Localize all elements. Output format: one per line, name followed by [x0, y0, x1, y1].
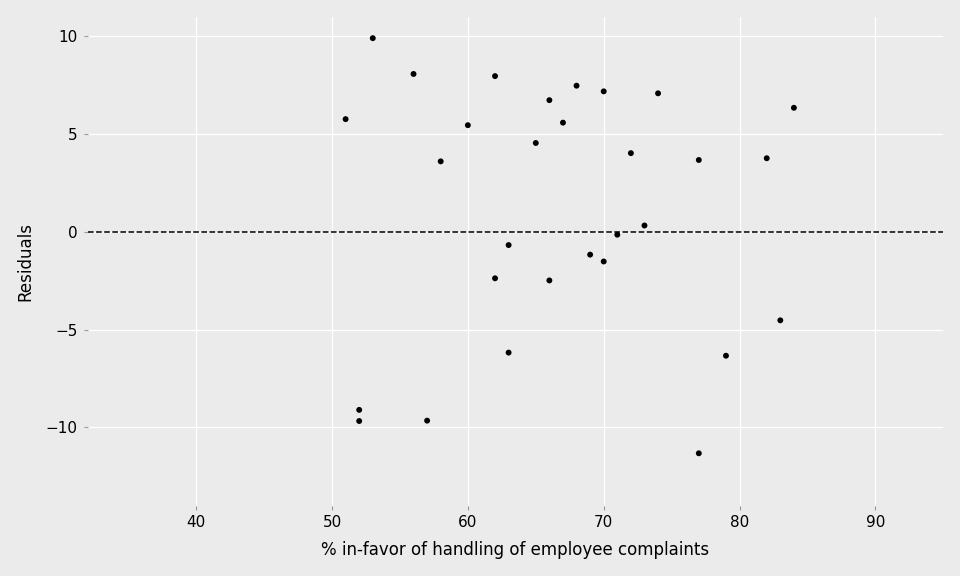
Point [351, 406, 367, 415]
Point [583, 250, 598, 259]
Point [460, 120, 475, 130]
Point [406, 69, 421, 78]
Point [541, 96, 557, 105]
Point [528, 138, 543, 147]
Point [786, 103, 802, 112]
Point [420, 416, 435, 425]
Point [718, 351, 733, 361]
Point [501, 348, 516, 357]
Point [610, 230, 625, 239]
Point [691, 156, 707, 165]
Point [488, 274, 503, 283]
Point [691, 449, 707, 458]
Point [541, 276, 557, 285]
Point [433, 157, 448, 166]
Point [351, 416, 367, 426]
Point [623, 149, 638, 158]
Point [596, 257, 612, 266]
Point [596, 87, 612, 96]
Point [759, 154, 775, 163]
Point [365, 33, 380, 43]
Point [650, 89, 665, 98]
Point [338, 115, 353, 124]
Point [555, 118, 570, 127]
X-axis label: % in-favor of handling of employee complaints: % in-favor of handling of employee compl… [322, 541, 709, 559]
Point [569, 81, 585, 90]
Y-axis label: Residuals: Residuals [16, 222, 35, 301]
Point [636, 221, 652, 230]
Point [488, 71, 503, 81]
Point [773, 316, 788, 325]
Point [501, 240, 516, 249]
